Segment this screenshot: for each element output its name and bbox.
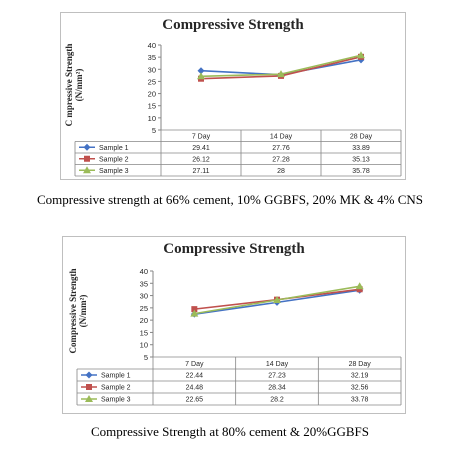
legend-marker xyxy=(83,166,91,174)
legend-label: Sample 2 xyxy=(101,385,131,392)
y-tick-label: 35 xyxy=(140,279,148,288)
y-tick-label: 20 xyxy=(140,316,148,325)
data-value-label: 35.78 xyxy=(352,168,370,175)
plot-area: 5 10 15 20 25 30 35 40 7 Day 14 Day 28 Day Sample 1… xyxy=(76,267,402,406)
legend-marker xyxy=(84,155,90,162)
data-value-label: 22.65 xyxy=(186,397,204,404)
y-tick-label: 40 xyxy=(148,41,156,50)
plot-area: 5 10 15 20 25 30 35 40 7 Day 14 Day 28 Day Sample 1… xyxy=(74,41,402,177)
data-point xyxy=(273,295,281,303)
chart-title: Compressive Strength xyxy=(163,241,305,257)
y-tick-label: 25 xyxy=(148,77,156,86)
y-tick-label: 15 xyxy=(148,102,156,111)
data-value-label: 32.19 xyxy=(351,373,369,380)
y-tick-label: 10 xyxy=(148,114,156,123)
data-value-label: 35.13 xyxy=(352,156,370,163)
y-tick-label: 25 xyxy=(140,304,148,313)
data-value-label: 28 xyxy=(277,168,285,175)
y-tick-label: 10 xyxy=(140,341,148,350)
data-value-label: 22.44 xyxy=(186,373,204,380)
y-tick-label: 40 xyxy=(140,267,148,276)
legend-label: Sample 1 xyxy=(99,145,129,152)
chart-2: Compressive Strength Compressive Strengt… xyxy=(62,236,406,414)
legend-marker xyxy=(85,371,93,379)
data-value-label: 26.12 xyxy=(192,156,210,163)
data-value-label: 28.34 xyxy=(268,385,286,392)
legend-marker xyxy=(85,395,93,402)
data-point xyxy=(191,306,198,313)
x-category-label: 7 Day xyxy=(185,361,204,368)
data-value-label: 27.23 xyxy=(268,373,286,380)
data-point xyxy=(357,51,365,59)
data-value-label: 29.41 xyxy=(192,145,210,152)
data-value-label: 28.2 xyxy=(270,397,284,404)
chart-1: Compressive Strength C mpressive Strengt… xyxy=(60,12,406,180)
x-category-label: 14 Day xyxy=(270,134,293,141)
data-point xyxy=(355,282,364,290)
x-category-label: 7 Day xyxy=(192,134,211,141)
figure-caption: Compressive strength at 66% cement, 10% … xyxy=(36,192,423,207)
y-tick-label: 5 xyxy=(144,353,148,362)
data-value-label: 27.11 xyxy=(193,168,210,175)
data-point xyxy=(190,309,199,317)
y-tick-label: 20 xyxy=(148,90,156,99)
data-value-label: 24.48 xyxy=(186,385,204,392)
y-tick-label: 30 xyxy=(148,65,156,74)
figure-caption: Compressive Strength at 80% cement & 20%… xyxy=(90,424,370,439)
legend-label: Sample 2 xyxy=(99,156,129,163)
legend-label: Sample 1 xyxy=(101,373,131,380)
legend-label: Sample 3 xyxy=(101,397,131,404)
data-value-label: 32.56 xyxy=(351,385,369,392)
data-value-label: 33.89 xyxy=(352,145,370,152)
data-point xyxy=(277,70,285,78)
x-category-label: 14 Day xyxy=(266,361,289,368)
data-value-label: 27.76 xyxy=(272,145,290,152)
legend-marker xyxy=(83,143,91,151)
data-value-label: 27.28 xyxy=(272,156,290,163)
legend-label: Sample 3 xyxy=(99,168,129,175)
chart-title: Compressive Strength xyxy=(162,17,304,33)
y-tick-label: 15 xyxy=(140,328,148,337)
legend-marker xyxy=(86,384,92,390)
data-value-label: 33.78 xyxy=(351,397,369,404)
data-point xyxy=(197,67,205,75)
x-category-label: 28 Day xyxy=(350,134,373,141)
x-category-label: 28 Day xyxy=(349,361,372,368)
y-tick-label: 5 xyxy=(152,126,156,135)
y-tick-label: 30 xyxy=(140,292,148,301)
y-tick-label: 35 xyxy=(148,53,156,62)
data-point xyxy=(197,72,205,80)
